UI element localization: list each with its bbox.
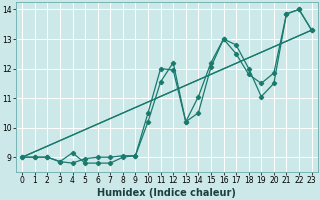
X-axis label: Humidex (Indice chaleur): Humidex (Indice chaleur) bbox=[98, 188, 236, 198]
